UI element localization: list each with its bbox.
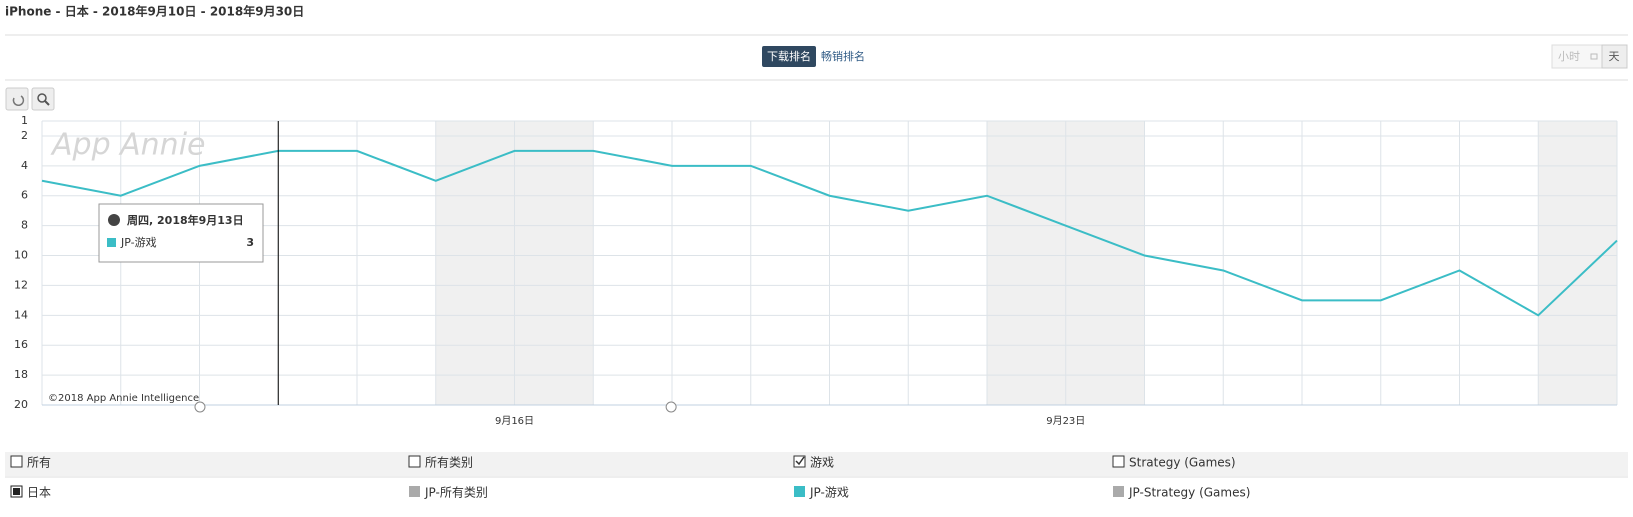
zoom-button[interactable]	[31, 87, 55, 111]
x-tick-label: 9月16日	[495, 415, 534, 427]
checkbox[interactable]	[793, 455, 806, 468]
zoom-icon	[44, 100, 50, 106]
y-tick-label: 20	[14, 398, 28, 411]
watermark: App Annie	[50, 128, 206, 163]
filter-label[interactable]: JP-Strategy (Games)	[1128, 486, 1250, 500]
tab-download[interactable]: 下载排名	[767, 49, 811, 63]
tooltip-value: 3	[246, 236, 254, 249]
filters: 所有 所有类别 游戏 Strategy (Games) 日本 JP-所有类别 JP-游戏 JP…	[5, 452, 1628, 500]
tooltip-title: 周四, 2018年9月13日	[127, 213, 244, 227]
filter-row-bg	[5, 452, 1628, 476]
series-swatch[interactable]	[409, 486, 420, 497]
series-swatch[interactable]	[794, 486, 805, 497]
reset-icon	[12, 95, 25, 107]
y-tick-label: 8	[21, 219, 28, 232]
day-label[interactable]: 天	[1609, 50, 1620, 63]
tooltip-series: JP-游戏	[120, 236, 157, 249]
filter-label[interactable]: 游戏	[810, 456, 834, 470]
y-tick-label: 6	[21, 189, 28, 202]
globe-icon	[108, 214, 120, 226]
checkbox[interactable]	[408, 455, 421, 468]
filter-label[interactable]: 日本	[27, 486, 51, 500]
y-tick-label: 16	[14, 338, 28, 351]
reset-button[interactable]	[5, 87, 29, 111]
lock-icon	[1590, 53, 1598, 60]
checkbox[interactable]	[1112, 455, 1125, 468]
y-tick-label: 10	[14, 249, 28, 262]
page-title: iPhone - 日本 - 2018年9月10日 - 2018年9月30日	[5, 4, 304, 19]
x-tick-label: 9月23日	[1046, 415, 1085, 427]
range-handle[interactable]	[194, 401, 206, 413]
filter-label[interactable]: Strategy (Games)	[1129, 456, 1236, 470]
filter-label[interactable]: 所有类别	[425, 456, 473, 470]
checkbox-fill	[13, 488, 20, 495]
checkmark	[795, 456, 805, 466]
y-tick-label: 4	[21, 159, 28, 172]
hour-label[interactable]: 小时	[1558, 50, 1580, 63]
checkbox[interactable]	[10, 455, 23, 468]
series-line	[41, 149, 1618, 317]
filter-label[interactable]: JP-所有类别	[424, 486, 488, 500]
filter-label[interactable]: JP-游戏	[809, 486, 849, 500]
zoom-icon	[37, 93, 47, 103]
range-handle[interactable]	[665, 401, 677, 413]
y-tick-label: 1	[21, 114, 28, 127]
filter-label[interactable]: 所有	[27, 456, 51, 470]
credit: ©2018 App Annie Intelligence	[48, 393, 199, 404]
weekend-band	[1538, 121, 1617, 405]
y-tick-label: 12	[14, 278, 28, 291]
tab-grossing[interactable]: 畅销排名	[821, 49, 865, 63]
series-swatch[interactable]	[1113, 486, 1124, 497]
day-button[interactable]	[1601, 44, 1628, 69]
tooltip-swatch	[107, 238, 116, 247]
tab-active[interactable]	[762, 46, 816, 67]
tooltip	[98, 203, 264, 263]
y-tick-label: 14	[14, 308, 28, 321]
y-tick-label: 2	[21, 129, 28, 142]
y-tick-label: 18	[14, 368, 28, 381]
